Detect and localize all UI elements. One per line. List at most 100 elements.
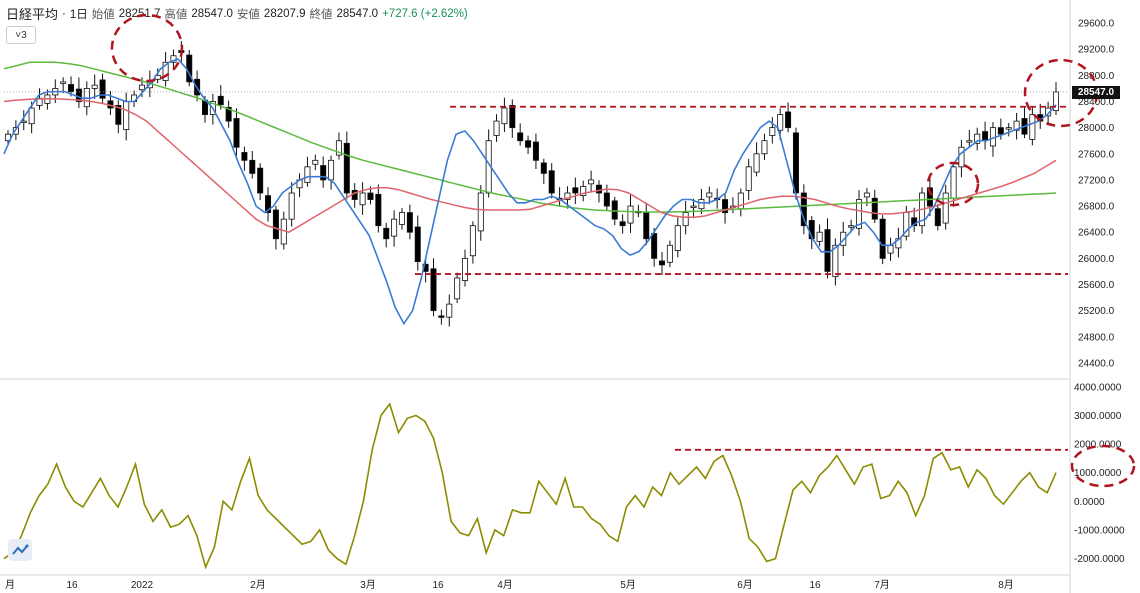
candle-body [265,195,272,214]
candle-body [572,187,579,194]
candle-body [115,105,122,125]
candle-body [611,200,618,220]
indicator-count: 3 [21,29,27,41]
candle-body [446,303,453,318]
candle-body [832,244,839,278]
candle-body [785,111,792,129]
oscillator-tick-label: 0.0000 [1074,497,1105,508]
price-tick-label: 28400.0 [1078,97,1115,108]
candle-body [863,192,870,198]
low-label: 安値 [236,8,260,21]
candle-body [335,140,342,156]
candle-body [588,179,595,185]
candle-body [871,197,878,220]
logo-glyph [12,544,29,555]
oscillator-tick-label: -2000.0000 [1074,554,1125,565]
candle-body [367,192,374,200]
candle-body [706,192,713,198]
candle-body [328,159,335,181]
candle-body [398,212,405,225]
candle-body [958,146,965,168]
tradingview-logo-icon[interactable] [8,539,32,561]
price-tick-label: 27600.0 [1078,149,1115,160]
candle-body [304,166,311,183]
candle-body [651,233,658,259]
price-tick-label: 26400.0 [1078,228,1115,239]
candle-body [777,114,784,131]
candle-body [454,277,461,300]
candle-body [249,159,256,174]
candle-body [950,166,957,199]
price-tick-label: 25600.0 [1078,280,1115,291]
candle-body [501,107,508,125]
candle-body [856,199,863,229]
candle-body [627,205,634,224]
candle-body [469,225,476,257]
oscillator-tick-label: -1000.0000 [1074,525,1125,536]
candle-body [722,199,729,214]
time-tick-label: 16 [432,580,444,591]
candle-body [517,132,524,142]
oscillator-tick-label: 1000.0000 [1074,468,1122,479]
chevron-down-icon: ˅ [15,29,22,41]
candle-body [123,101,130,131]
candle-body [816,231,823,242]
candle-body [406,212,413,233]
candle-body [99,79,106,99]
interval-label[interactable]: 1日 [69,8,88,21]
price-tick-label: 27200.0 [1078,175,1115,186]
ma-mid-line [3,98,1057,234]
candle-body [241,152,248,161]
candle-body [603,192,610,207]
oscillator-tick-label: 3000.0000 [1074,411,1122,422]
oscillator-tick-label: 2000.0000 [1074,440,1122,451]
last-price-badge: 28547.0 [1072,86,1120,99]
candle-body [320,165,327,181]
time-tick-label: 16 [66,580,78,591]
candle-body [659,260,666,266]
candle-body [162,61,169,81]
candle-body [525,140,532,148]
candle-body [438,315,445,318]
price-tick-label: 26800.0 [1078,202,1115,213]
ma-fast-line [3,58,1057,326]
candle-body [761,140,768,155]
high-label: 高値 [164,8,188,21]
candle-body [343,142,350,194]
candle-body [540,162,547,174]
candle-body [682,212,689,227]
time-tick-label: 5月 [620,579,636,591]
candle-body [753,153,760,173]
legend-header: 日経平均 · 1日 始値 28251.7 高値 28547.0 安値 28207.9 … [6,4,468,23]
separator: · [62,7,66,20]
open-label: 始値 [91,8,115,21]
price-tick-label: 29200.0 [1078,45,1115,56]
candle-body [595,184,602,194]
indicator-toggle-button[interactable]: ˅ 3 [6,26,36,44]
close-label: 終値 [309,8,333,21]
candle-body [462,257,469,281]
candle-body [414,226,421,263]
oscillator-line [3,402,1057,570]
candle-body [375,193,382,227]
time-tick-label: 6月 [737,579,753,591]
candle-body [477,192,484,232]
time-tick-label: 2022 [131,580,154,591]
price-tick-label: 24400.0 [1078,358,1115,369]
time-tick-label: 8月 [998,579,1014,591]
candle-body [982,131,989,142]
price-tick-label: 26000.0 [1078,254,1115,265]
candle-body [887,244,894,254]
candle-body [1005,127,1012,130]
candle-body [225,106,232,122]
symbol-name[interactable]: 日経平均 [6,7,59,22]
candle-body [68,84,75,93]
candle-body [288,192,295,220]
candle-body [879,218,886,259]
change-value: +727.6 (+2.62%) [382,7,468,20]
candle-body [690,205,697,208]
candle-body [28,107,35,125]
highlight-circle [1070,444,1136,488]
low-value: 28207.9 [263,7,306,20]
